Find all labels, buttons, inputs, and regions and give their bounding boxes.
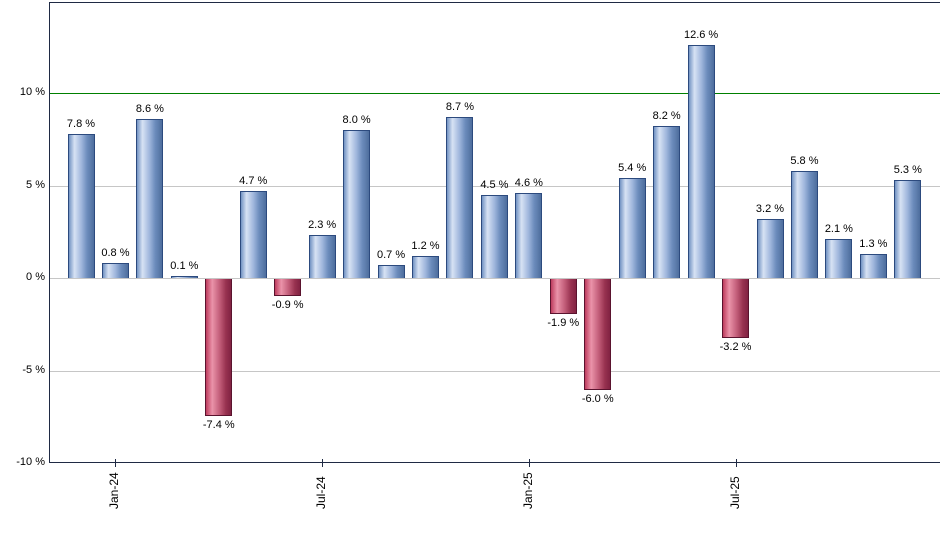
bar-value-label-18: 8.2 % bbox=[652, 110, 681, 122]
bar-4 bbox=[170, 276, 198, 278]
bar-value-label-7: -0.9 % bbox=[271, 299, 304, 311]
bar-3 bbox=[136, 119, 164, 278]
bar-21 bbox=[756, 219, 784, 278]
x-axis-tick-Jan-24 bbox=[115, 459, 116, 467]
bar-value-label-1: 7.8 % bbox=[66, 118, 96, 130]
h-gridline-5 bbox=[50, 185, 940, 187]
bar-11 bbox=[412, 256, 439, 278]
x-axis-label-Jan-25: Jan-25 bbox=[521, 472, 535, 509]
y-axis-label--5: -5 % bbox=[22, 363, 45, 376]
bar-7 bbox=[274, 279, 302, 296]
bar-value-label-6: 4.7 % bbox=[239, 175, 268, 187]
bar-value-label-13: 4.5 % bbox=[480, 179, 509, 191]
x-axis-tick-Jan-25 bbox=[529, 459, 530, 467]
bar-value-label-22: 5.8 % bbox=[790, 155, 819, 167]
bar-value-label-11: 1.2 % bbox=[411, 240, 440, 252]
bar-24 bbox=[859, 254, 887, 278]
h-gridline--5 bbox=[50, 370, 940, 372]
reference-line-10pct bbox=[50, 93, 940, 94]
bar-value-label-24: 1.3 % bbox=[859, 238, 888, 250]
bar-16 bbox=[584, 279, 612, 390]
bar-9 bbox=[343, 130, 371, 278]
bar-value-label-3: 8.6 % bbox=[135, 103, 164, 115]
bar-5 bbox=[205, 279, 233, 416]
y-axis-label-10: 10 % bbox=[19, 86, 45, 98]
bar-13 bbox=[480, 195, 508, 278]
bar-value-label-19: 12.6 % bbox=[683, 29, 719, 41]
x-axis-tick-Jul-25 bbox=[736, 459, 737, 467]
bar-18 bbox=[653, 126, 681, 278]
bar-8 bbox=[308, 235, 336, 278]
bar-15 bbox=[549, 279, 577, 314]
x-axis-label-Jan-24: Jan-24 bbox=[107, 472, 121, 509]
y-axis-label-0: 0 % bbox=[26, 271, 45, 283]
x-axis-tick-Jul-24 bbox=[322, 459, 323, 467]
bar-14 bbox=[515, 193, 543, 278]
bar-value-label-25: 5.3 % bbox=[893, 164, 922, 176]
plot-area-frame bbox=[49, 2, 940, 463]
y-axis-label-5: 5 % bbox=[26, 178, 45, 191]
bar-value-label-10: 0.7 % bbox=[376, 249, 406, 261]
bar-10 bbox=[377, 265, 405, 278]
bar-value-label-12: 8.7 % bbox=[445, 101, 474, 113]
bar-22 bbox=[790, 171, 818, 278]
bar-value-label-4: 0.1 % bbox=[170, 260, 199, 272]
bar-2 bbox=[101, 263, 129, 278]
bar-19 bbox=[687, 45, 715, 278]
bar-value-label-23: 2.1 % bbox=[824, 223, 853, 235]
bar-value-label-15: -1.9 % bbox=[547, 317, 580, 329]
bar-6 bbox=[239, 191, 267, 278]
bar-value-label-16: -6.0 % bbox=[581, 393, 614, 405]
y-axis-label--10: -10 % bbox=[16, 456, 45, 468]
bar-value-label-14: 4.6 % bbox=[514, 177, 543, 189]
bar-1 bbox=[67, 134, 95, 278]
bar-value-label-17: 5.4 % bbox=[618, 162, 647, 174]
x-axis-label-Jul-24: Jul-24 bbox=[314, 476, 328, 509]
bar-value-label-2: 0.8 % bbox=[101, 247, 130, 259]
bar-value-label-21: 3.2 % bbox=[755, 203, 785, 215]
h-gridline-0 bbox=[50, 278, 940, 279]
x-axis-label-Jul-25: Jul-25 bbox=[728, 476, 742, 509]
bar-23 bbox=[825, 239, 853, 278]
bar-value-label-20: -3.2 % bbox=[719, 341, 752, 353]
bar-value-label-8: 2.3 % bbox=[308, 219, 337, 231]
bar-12 bbox=[446, 117, 474, 278]
bar-20 bbox=[722, 279, 750, 338]
bar-17 bbox=[618, 178, 646, 278]
bar-25 bbox=[894, 180, 922, 278]
bar-value-label-9: 8.0 % bbox=[342, 114, 371, 126]
bar-value-label-5: -7.4 % bbox=[202, 419, 235, 431]
